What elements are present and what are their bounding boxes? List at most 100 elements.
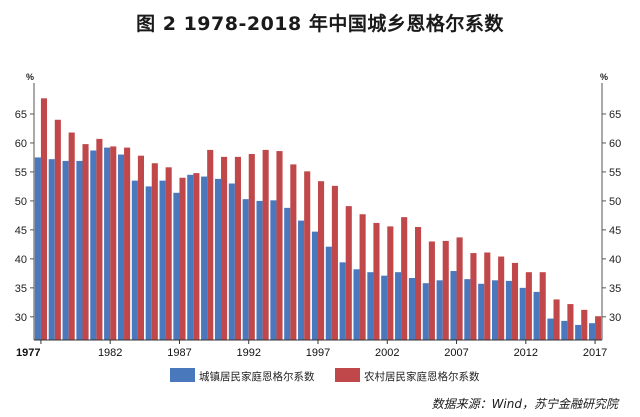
bar-rural-2015: [567, 304, 574, 340]
bar-rural-2006: [442, 240, 449, 340]
bar-urban-1992: [242, 199, 249, 340]
bar-urban-1998: [325, 246, 332, 340]
bar-rural-2008: [470, 253, 477, 340]
bar-rural-2014: [553, 299, 560, 340]
bar-urban-2007: [450, 271, 457, 340]
bar-rural-2005: [428, 241, 435, 340]
bar-rural-1985: [151, 163, 158, 340]
bar-rural-1988: [193, 173, 200, 340]
bar-urban-1999: [339, 262, 346, 340]
y-tick-label-left: 35: [15, 283, 27, 295]
bar-urban-2006: [436, 280, 443, 340]
bar-urban-1981: [90, 150, 97, 340]
x-tick-label: 2012: [514, 347, 538, 359]
bar-urban-1983: [117, 154, 125, 340]
data-source: 数据来源：Wind，苏宁金融研究院: [431, 397, 618, 411]
bar-urban-2010: [492, 280, 499, 340]
y-tick-label-right: 35: [609, 283, 621, 295]
y-tick-label-left: 40: [15, 254, 27, 266]
bar-urban-2008: [464, 279, 471, 340]
bar-rural-1984: [137, 155, 144, 340]
x-tick-label: 2002: [375, 347, 399, 359]
bar-rural-1999: [345, 206, 352, 341]
x-tick-label: 2017: [583, 347, 607, 359]
bar-rural-2009: [484, 252, 491, 340]
bar-rural-2004: [414, 226, 422, 340]
legend-label-rural: 农村居民家庭恩格尔系数: [364, 370, 480, 383]
bar-urban-1994: [270, 200, 277, 340]
bar-urban-1988: [187, 174, 194, 340]
bar-rural-1997: [318, 181, 325, 340]
bar-rural-1996: [304, 171, 311, 340]
y-unit-right: %: [600, 72, 608, 82]
y-unit-left: %: [26, 72, 34, 82]
bar-urban-2016: [575, 324, 582, 340]
legend-swatch-rural: [335, 368, 360, 382]
bar-rural-1991: [234, 156, 241, 340]
y-tick-label-right: 50: [609, 196, 621, 208]
bar-rural-2010: [498, 256, 505, 340]
bar-rural-2001: [373, 222, 380, 340]
bar-urban-1982: [104, 147, 111, 340]
bar-urban-1984: [131, 180, 138, 341]
x-tick-label: 1977: [16, 347, 40, 359]
bar-rural-1990: [221, 156, 228, 340]
y-tick-label-left: 55: [15, 167, 27, 179]
bar-urban-2011: [505, 280, 512, 340]
bar-rural-2007: [456, 237, 463, 340]
bar-rural-2017: [595, 316, 602, 340]
bar-rural-1987: [179, 177, 186, 340]
x-tick-label: 2007: [444, 347, 468, 359]
bar-rural-2013: [539, 272, 546, 340]
x-tick-label: 1982: [98, 347, 122, 359]
bar-urban-2002: [381, 275, 388, 340]
bar-urban-2015: [561, 320, 568, 341]
y-tick-label-right: 65: [609, 109, 621, 121]
legend-label-urban: 城镇居民家庭恩格尔系数: [199, 370, 315, 383]
bar-urban-1985: [145, 186, 152, 340]
bar-urban-1989: [201, 176, 208, 340]
bar-urban-2009: [478, 283, 485, 340]
legend-swatch-urban: [170, 368, 195, 382]
bar-urban-1996: [298, 220, 305, 340]
bar-rural-2002: [387, 226, 394, 340]
y-tick-label-left: 65: [15, 109, 27, 121]
y-tick-label-left: 50: [15, 196, 27, 208]
bar-urban-1978: [48, 159, 55, 340]
y-tick-label-left: 60: [15, 138, 27, 150]
y-tick-label-left: 30: [15, 312, 27, 324]
bar-rural-2000: [359, 214, 366, 340]
bar-rural-1994: [276, 151, 283, 340]
bar-rural-1983: [124, 147, 131, 340]
x-tick-label: 1997: [306, 347, 330, 359]
y-tick-label-right: 45: [609, 225, 621, 237]
bar-urban-1997: [311, 231, 318, 341]
bar-urban-1977: [34, 157, 41, 340]
axis-layer: 30 30 35 35 40 40 45 45 50 50 55 55 60 60 65 65% % 1977 19…: [15, 72, 622, 359]
bar-urban-2005: [422, 283, 429, 340]
bar-urban-1995: [284, 207, 291, 340]
bar-urban-2003: [395, 272, 402, 340]
y-tick-label-right: 30: [609, 312, 621, 324]
bar-rural-1980: [82, 144, 89, 340]
bar-rural-1978: [54, 119, 61, 341]
bar-urban-1987: [173, 192, 180, 340]
bar-urban-2000: [353, 269, 360, 340]
bar-rural-1979: [68, 132, 75, 340]
y-tick-label-right: 55: [609, 167, 621, 179]
bar-layer: [34, 98, 602, 341]
bar-urban-2004: [408, 277, 415, 340]
bar-rural-1992: [248, 153, 255, 340]
bar-urban-2001: [367, 272, 374, 340]
y-tick-label-right: 40: [609, 254, 621, 266]
bar-rural-2012: [525, 272, 532, 340]
x-tick-label: 1987: [167, 347, 191, 359]
bar-urban-1980: [76, 160, 83, 340]
bar-urban-1991: [228, 183, 235, 340]
bar-rural-2011: [511, 262, 519, 340]
bar-urban-1990: [214, 178, 222, 340]
bar-rural-1977: [40, 98, 48, 340]
bar-rural-1982: [110, 146, 117, 340]
bar-rural-1986: [165, 167, 172, 340]
